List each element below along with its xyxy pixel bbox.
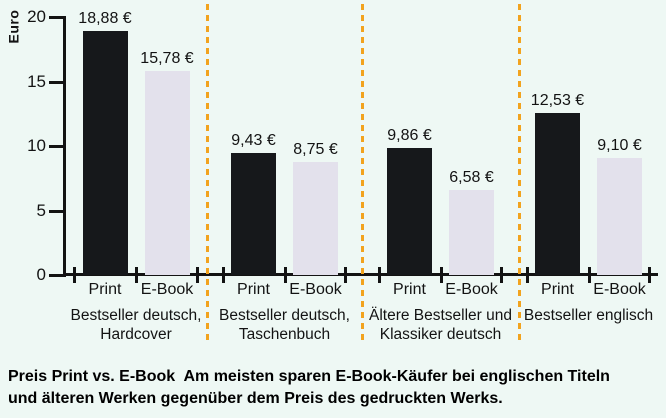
x-axis-tick — [648, 267, 651, 283]
bar-ebook — [449, 190, 494, 275]
bar-ebook — [144, 71, 190, 275]
x-axis-tick — [500, 267, 503, 283]
bar-value-label: 9,10 € — [597, 136, 642, 154]
x-axis-tick — [283, 267, 287, 283]
bar-axis-label: Print — [541, 281, 574, 298]
x-axis-tick — [195, 267, 199, 283]
x-axis-line — [63, 273, 658, 276]
y-axis-tick-label: 0 — [36, 265, 46, 284]
y-axis-tick-label: 20 — [27, 7, 46, 26]
group-separator — [518, 4, 521, 342]
category-label: Bestseller deutsch, Hardcover — [70, 307, 202, 343]
bar-chart: 20 15 10 5 0 18,88 € Print 15,78 € E-Book Bestsel… — [27, 4, 658, 343]
bar-value-label: 12,53 € — [530, 92, 585, 110]
caption: Preis Print vs. E-Book Am meisten sparen… — [8, 366, 648, 409]
bar-ebook — [293, 162, 338, 275]
y-axis-tick — [49, 145, 64, 148]
y-axis-tick-label: 15 — [27, 71, 46, 91]
y-axis-tick — [49, 16, 64, 19]
bar-print — [82, 31, 128, 275]
x-axis-tick — [525, 267, 529, 283]
bar-axis-label: Print — [88, 281, 122, 298]
group-separator — [361, 4, 364, 342]
bar-axis-label: Print — [393, 281, 426, 298]
y-axis-line — [63, 16, 66, 277]
category-label: Bestseller englisch — [523, 307, 654, 324]
caption-line-2: und älteren Werken gegenüber dem Preis d… — [8, 389, 503, 407]
bar-value-label: 6,58 € — [449, 169, 494, 187]
group-separator — [206, 4, 209, 342]
bar-value-label: 9,86 € — [387, 126, 432, 144]
x-axis-tick — [439, 267, 443, 283]
y-axis-tick — [49, 80, 64, 84]
category-label: Bestseller deutsch, Taschenbuch — [219, 307, 350, 343]
bar-axis-label: Print — [237, 281, 270, 298]
bar-value-label: 8,75 € — [293, 141, 338, 159]
x-axis-tick — [344, 267, 347, 283]
bar-axis-label: E-Book — [445, 281, 498, 298]
y-axis-tick-label: 10 — [27, 136, 46, 155]
x-axis-tick — [73, 267, 76, 283]
category-label: Ältere Bestseller und Klassiker deutsch — [368, 307, 513, 343]
x-axis-tick — [135, 267, 138, 283]
caption-line-1: Preis Print vs. E-Book Am meisten sparen… — [8, 368, 610, 385]
x-axis-tick — [587, 267, 591, 283]
y-axis-tick — [49, 274, 64, 277]
bar-value-label: 9,43 € — [231, 132, 276, 150]
bar-print — [387, 147, 432, 275]
bar-ebook — [597, 157, 642, 275]
y-axis-tick — [49, 209, 64, 213]
bar-axis-label: E-Book — [593, 281, 646, 298]
bar-print — [535, 113, 580, 275]
bar-value-label: 15,78 € — [140, 50, 194, 68]
bar-value-label: 18,88 € — [78, 10, 132, 28]
bar-print — [231, 153, 276, 275]
x-axis-tick — [221, 267, 225, 283]
bar-axis-label: E-Book — [289, 281, 342, 298]
y-axis-tick-label: 5 — [36, 200, 46, 220]
bar-axis-label: E-Book — [140, 281, 194, 298]
x-axis-tick — [377, 267, 381, 283]
